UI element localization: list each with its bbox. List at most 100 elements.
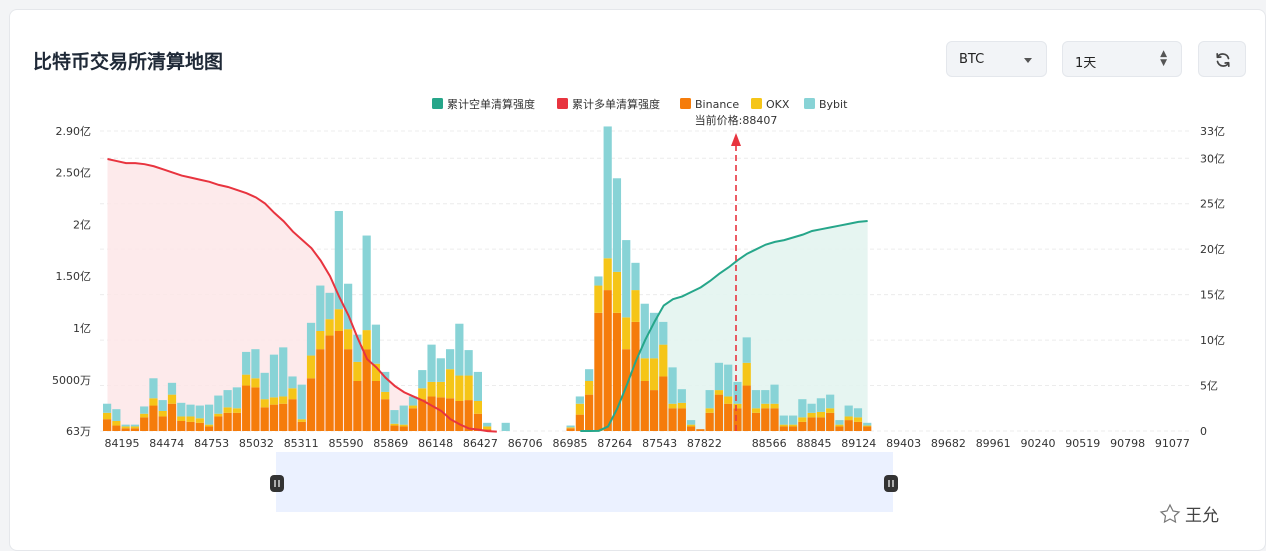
star-logo-icon	[1159, 503, 1181, 524]
range-slider-selection	[276, 452, 893, 512]
binance-bar	[204, 426, 214, 431]
okx-bar	[807, 412, 816, 418]
bybit-bar	[112, 409, 121, 421]
bybit-bar	[177, 402, 186, 417]
bybit-bar	[844, 405, 853, 417]
bybit-bar	[418, 370, 427, 389]
right-axis-tick-label: 30亿	[1200, 152, 1225, 165]
binance-bar	[853, 421, 863, 431]
page-title: 比特币交易所清算地图	[33, 51, 224, 73]
bybit-bar	[742, 337, 751, 363]
legend-swatch	[680, 98, 691, 109]
okx-bar	[622, 317, 631, 350]
bybit-bar	[445, 349, 455, 370]
okx-bar	[779, 424, 788, 427]
binance-bar	[798, 421, 807, 431]
okx-bar	[724, 396, 733, 404]
right-axis-tick-label: 15亿	[1200, 289, 1225, 302]
x-axis-tick-label: 90240	[1021, 437, 1056, 450]
legend-swatch	[751, 98, 762, 109]
bybit-bar	[195, 405, 204, 419]
binance-bar	[742, 385, 751, 431]
short-cumulative-line	[580, 220, 868, 432]
okx-bar	[177, 416, 186, 421]
binance-bar	[677, 408, 686, 431]
binance-bar	[612, 312, 622, 431]
x-axis-tick-label: 86427	[463, 437, 498, 450]
okx-bar	[223, 407, 232, 413]
x-axis-tick-label: 84195	[105, 437, 140, 450]
timeframe-select[interactable]: 1天 ▲ ▼	[1062, 41, 1182, 77]
binance-bar	[399, 426, 408, 431]
okx-bar	[677, 402, 686, 409]
binance-bar	[186, 421, 195, 431]
right-axis-tick-label: 25亿	[1200, 198, 1225, 211]
binance-bar	[334, 331, 343, 431]
okx-bar	[195, 418, 204, 423]
okx-bar	[742, 362, 751, 386]
bybit-bar	[677, 389, 686, 403]
binance-bar	[316, 349, 325, 431]
x-axis-tick-label: 89961	[976, 437, 1011, 450]
binance-bar	[140, 417, 149, 431]
okx-bar	[121, 426, 130, 429]
range-slider-handle[interactable]	[884, 475, 898, 492]
bybit-bar	[687, 420, 696, 425]
binance-bar	[575, 414, 584, 431]
bybit-bar	[140, 406, 149, 414]
bybit-bar	[835, 420, 844, 425]
coin-select-value: BTC	[959, 52, 985, 67]
okx-bar	[130, 426, 140, 429]
bybit-bar	[473, 371, 482, 401]
binance-bar	[288, 399, 297, 431]
binance-bar	[381, 399, 390, 431]
binance-bar	[279, 403, 288, 431]
bybit-bar	[640, 303, 649, 359]
legend-label: 累计多单清算强度	[572, 97, 660, 111]
bybit-bar	[603, 126, 612, 259]
bybit-bar	[130, 424, 140, 427]
binance-bar	[788, 426, 798, 431]
okx-bar	[112, 421, 121, 426]
refresh-button[interactable]	[1198, 41, 1246, 77]
okx-bar	[594, 285, 603, 313]
bybit-bar	[316, 285, 325, 331]
bybit-bar	[770, 384, 779, 404]
bybit-bar	[399, 405, 408, 425]
legend-label: Binance	[695, 98, 739, 111]
okx-bar	[316, 331, 325, 350]
binance-bar	[149, 405, 158, 431]
binance-bar	[260, 407, 269, 431]
bybit-bar	[816, 398, 825, 412]
x-axis-tick-label: 86985	[553, 437, 588, 450]
okx-bar	[306, 355, 316, 379]
coin-select[interactable]: BTC	[946, 41, 1047, 77]
range-slider-handle[interactable]	[270, 475, 284, 492]
x-axis-tick-label: 85311	[284, 437, 319, 450]
okx-bar	[566, 427, 575, 429]
watermark-text: 王允	[1185, 506, 1219, 526]
current-price-arrow	[731, 133, 741, 146]
binance-bar	[566, 428, 575, 431]
okx-bar	[297, 419, 306, 422]
bybit-bar	[575, 396, 584, 404]
okx-bar	[575, 403, 584, 415]
binance-bar	[770, 408, 779, 431]
right-axis-tick-label: 0	[1200, 425, 1207, 438]
binance-bar	[844, 420, 853, 431]
binance-bar	[594, 312, 603, 431]
legend-label: Bybit	[819, 98, 848, 111]
binance-bar	[445, 398, 455, 431]
legend-swatch	[804, 98, 815, 109]
bybit-bar	[288, 376, 297, 389]
okx-bar	[260, 399, 269, 408]
left-axis-tick-label: 2亿	[73, 218, 91, 231]
binance-bar	[362, 349, 371, 431]
left-axis-tick-label: 2.50亿	[56, 166, 92, 179]
bybit-bar	[659, 321, 668, 345]
x-axis-tick-label: 84474	[149, 437, 184, 450]
okx-bar	[816, 411, 825, 418]
binance-bar	[659, 376, 668, 431]
binance-bar	[714, 394, 724, 431]
bybit-bar	[149, 378, 158, 399]
